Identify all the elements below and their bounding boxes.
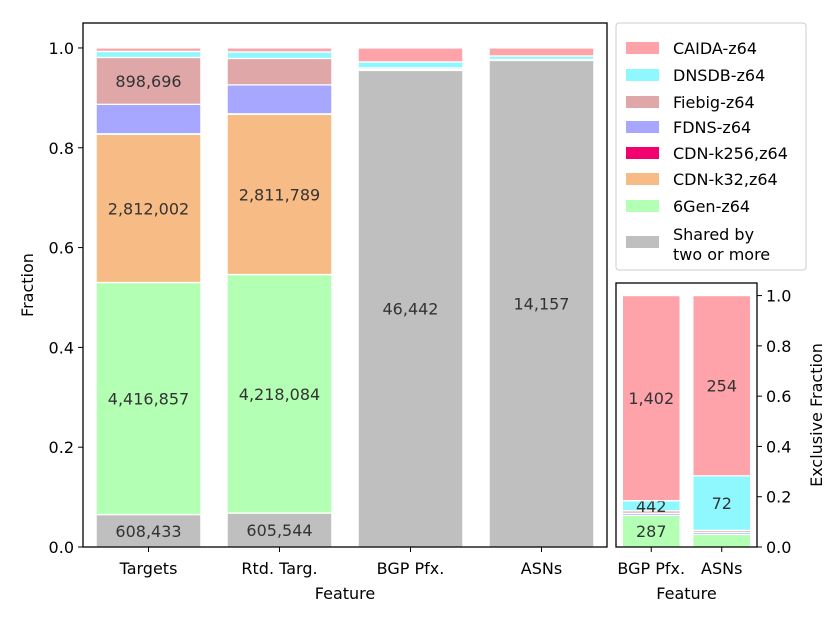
bar-rtd-targ-cdn-k32-z64 [226,113,333,276]
data-label: 4,218,084 [239,385,320,404]
legend-swatch-shared-by-two-or-more [626,236,659,248]
data-label: 2,811,789 [239,185,320,204]
y-tick-label: 1.0 [766,287,791,306]
y-axis-label: Fraction [18,253,37,317]
bar-asns-caida-z64 [488,47,595,57]
bar-targets-caida-z64 [95,47,202,53]
x-axis-label: Feature [315,584,375,603]
legend-frame [615,22,807,271]
data-label: 14,157 [514,295,570,314]
legend-swatch-dnsdb-z64 [626,69,659,81]
data-label: 608,433 [115,522,181,541]
bar-targets-shared-by-two-or-more [95,513,202,548]
x-tick-label: ASNs [521,559,562,578]
legend-label-cdn-k256-z64: CDN-k256,z64 [673,144,788,163]
legend-label-6gen-z64: 6Gen-z64 [673,197,750,216]
legend-swatch-6gen-z64 [626,200,659,212]
bar-asns-6gen-z64 [692,533,752,548]
data-label: 605,544 [246,521,312,540]
bar-rtd-targ-fiebig-z64 [226,57,333,86]
bar-bgp-pfx-shared-by-two-or-more [357,69,464,548]
y-tick-label: 0.2 [49,438,74,457]
legend-label-cdn-k32-z64: CDN-k32,z64 [673,170,778,189]
bar-rtd-targ-6gen-z64 [226,273,333,514]
data-label: 898,696 [115,72,181,91]
bar-targets-fiebig-z64 [95,56,202,105]
bar-targets-fdns-z64 [95,103,202,135]
bar-rtd-targ-caida-z64 [226,47,333,53]
inset-chart: 287 442 1,402 BGP Pfx. 72 254 ASNs 0.0 0.2 0.4 0.6… [615,282,826,603]
legend: CAIDA-z64 DNSDB-z64 Fiebig-z64 FDNS-z64 CDN-… [615,22,807,271]
bar-bgp-pfx-dnsdb-z64 [357,61,464,69]
bar-asns-caida-z64 [692,294,752,477]
bar-bgp-pfx-caida-z64 [621,294,681,502]
data-label: 72 [712,494,732,513]
bar-asns-shared-by-two-or-more [488,59,595,548]
bar-targets-6gen-z64 [95,281,202,516]
data-label: 287 [636,522,667,541]
y-tick-label: 0.6 [49,239,74,258]
data-label: 442 [636,497,667,516]
data-label: 4,416,857 [108,390,189,409]
data-label: 2,812,002 [108,199,189,218]
legend-swatch-fiebig-z64 [626,96,659,108]
axes-frame [82,22,608,548]
y-tick-label: 0.8 [49,139,74,158]
data-label: 46,442 [383,300,439,319]
legend-swatch-caida-z64 [626,42,659,54]
y-tick-label: 0.4 [49,338,74,357]
bar-rtd-targ-dnsdb-z64 [226,51,333,60]
x-tick-label: Targets [119,559,178,578]
bar-rtd-targ-fdns-z64 [226,84,333,115]
bar-asns-dnsdb-z64 [692,475,752,532]
legend-swatch-cdn-k256-z64 [626,147,659,159]
y-tick-label: 0.4 [766,437,791,456]
y-tick-label: 0.8 [766,337,791,356]
y-axis-label: Exclusive Fraction [807,343,826,487]
bar-bgp-pfx-6gen-z64 [621,514,681,548]
y-tick-label: 0.2 [766,488,791,507]
legend-swatch-cdn-k32-z64 [626,173,659,185]
y-tick-label: 0.6 [766,387,791,406]
data-label: 254 [706,377,737,396]
main-chart: 608,433 4,416,857 2,812,002 898,696 Targets 6… [18,22,608,603]
legend-label-caida-z64: CAIDA-z64 [673,39,757,58]
x-tick-label: BGP Pfx. [617,559,685,578]
axes-frame [615,282,758,548]
legend-swatch-fdns-z64 [626,121,659,133]
x-tick-label: ASNs [701,559,742,578]
bar-targets-dnsdb-z64 [95,50,202,59]
y-tick-label: 0.0 [49,538,74,557]
bar-bgp-pfx-caida-z64 [357,47,464,63]
y-tick-label: 1.0 [49,39,74,58]
x-tick-label: Rtd. Targ. [241,559,317,578]
x-tick-label: BGP Pfx. [377,559,445,578]
legend-label-dnsdb-z64: DNSDB-z64 [673,66,765,85]
legend-label-shared: Shared by two or more [673,225,770,264]
y-tick-label: 0.0 [766,538,791,557]
legend-label-fiebig-z64: Fiebig-z64 [673,93,755,112]
data-label: 1,402 [628,389,674,408]
x-axis-label: Feature [656,584,716,603]
legend-label-fdns-z64: FDNS-z64 [673,118,751,137]
